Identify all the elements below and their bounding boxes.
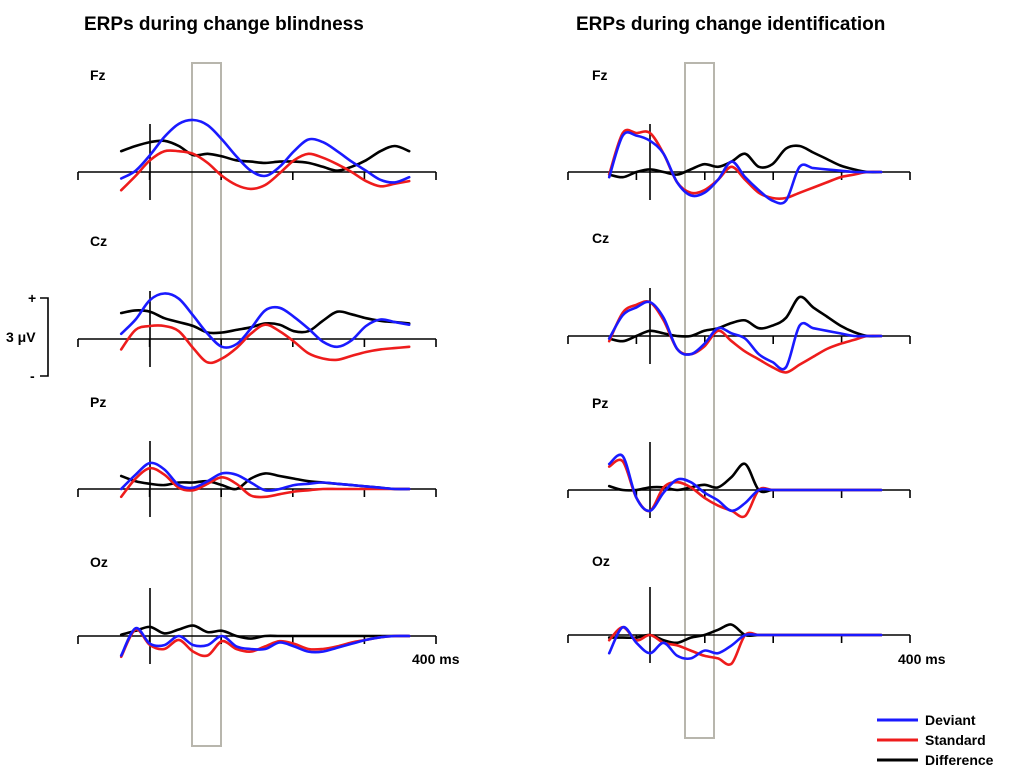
scale-bar-minus: - (30, 368, 35, 384)
legend: Deviant Standard Difference (877, 712, 994, 768)
trace-cz-standard (119, 323, 411, 365)
channel-label-pz: Pz (592, 395, 608, 411)
legend-label-deviant: Deviant (925, 712, 976, 728)
scale-bar-plus: + (28, 290, 36, 306)
trace-fz-standard (119, 149, 411, 192)
channel-label-fz: Fz (90, 67, 106, 83)
panel-oz: Oz (77, 554, 437, 664)
trace-oz-deviant (119, 626, 411, 657)
panel-cz: Cz (77, 233, 437, 367)
trace-oz-difference (119, 624, 411, 640)
trace-fz-deviant (119, 118, 411, 184)
trace-cz-deviant (119, 292, 411, 349)
trace-pz-deviant (607, 453, 883, 513)
panel-pz: Pz (567, 395, 911, 519)
panel-fz: Fz (567, 67, 911, 205)
trace-fz-difference (119, 139, 411, 172)
panel-fz: Fz (77, 67, 437, 200)
panel-cz: Cz (567, 230, 911, 374)
x-end-label-identification: 400 ms (898, 651, 946, 667)
trace-cz-deviant (607, 300, 883, 371)
scale-bar-label: 3 μV (6, 329, 36, 345)
scale-bar-bracket (40, 297, 49, 377)
panel-pz: Pz (77, 394, 437, 517)
highlight-window (191, 62, 222, 747)
trace-pz-standard (119, 466, 411, 499)
chart-change-identification: Fz Cz Pz Oz (567, 62, 911, 739)
trace-fz-difference (607, 144, 883, 179)
channel-label-pz: Pz (90, 394, 106, 410)
chart-title-change-blindness: ERPs during change blindness (84, 14, 364, 35)
legend-label-standard: Standard (925, 732, 986, 748)
chart-title-change-identification: ERPs during change identification (576, 14, 885, 35)
trace-oz-deviant (607, 625, 883, 661)
chart-change-blindness: Fz Cz Pz Oz (77, 62, 437, 747)
channel-label-cz: Cz (90, 233, 107, 249)
panel-oz: Oz (567, 553, 911, 666)
trace-fz-deviant (607, 131, 883, 205)
scale-bar: + 3 μV - (6, 290, 49, 384)
channel-label-fz: Fz (592, 67, 608, 83)
legend-label-difference: Difference (925, 752, 994, 768)
trace-fz-standard (607, 128, 883, 200)
trace-pz-deviant (119, 461, 411, 492)
highlight-window (684, 62, 715, 739)
channel-label-oz: Oz (90, 554, 108, 570)
plot-area: Fz Cz Pz Oz Fz Cz Pz Oz (77, 62, 911, 747)
trace-cz-difference (607, 295, 883, 343)
x-end-label-blindness: 400 ms (412, 651, 460, 667)
trace-cz-difference (119, 309, 411, 335)
channel-label-oz: Oz (592, 553, 610, 569)
channel-label-cz: Cz (592, 230, 609, 246)
